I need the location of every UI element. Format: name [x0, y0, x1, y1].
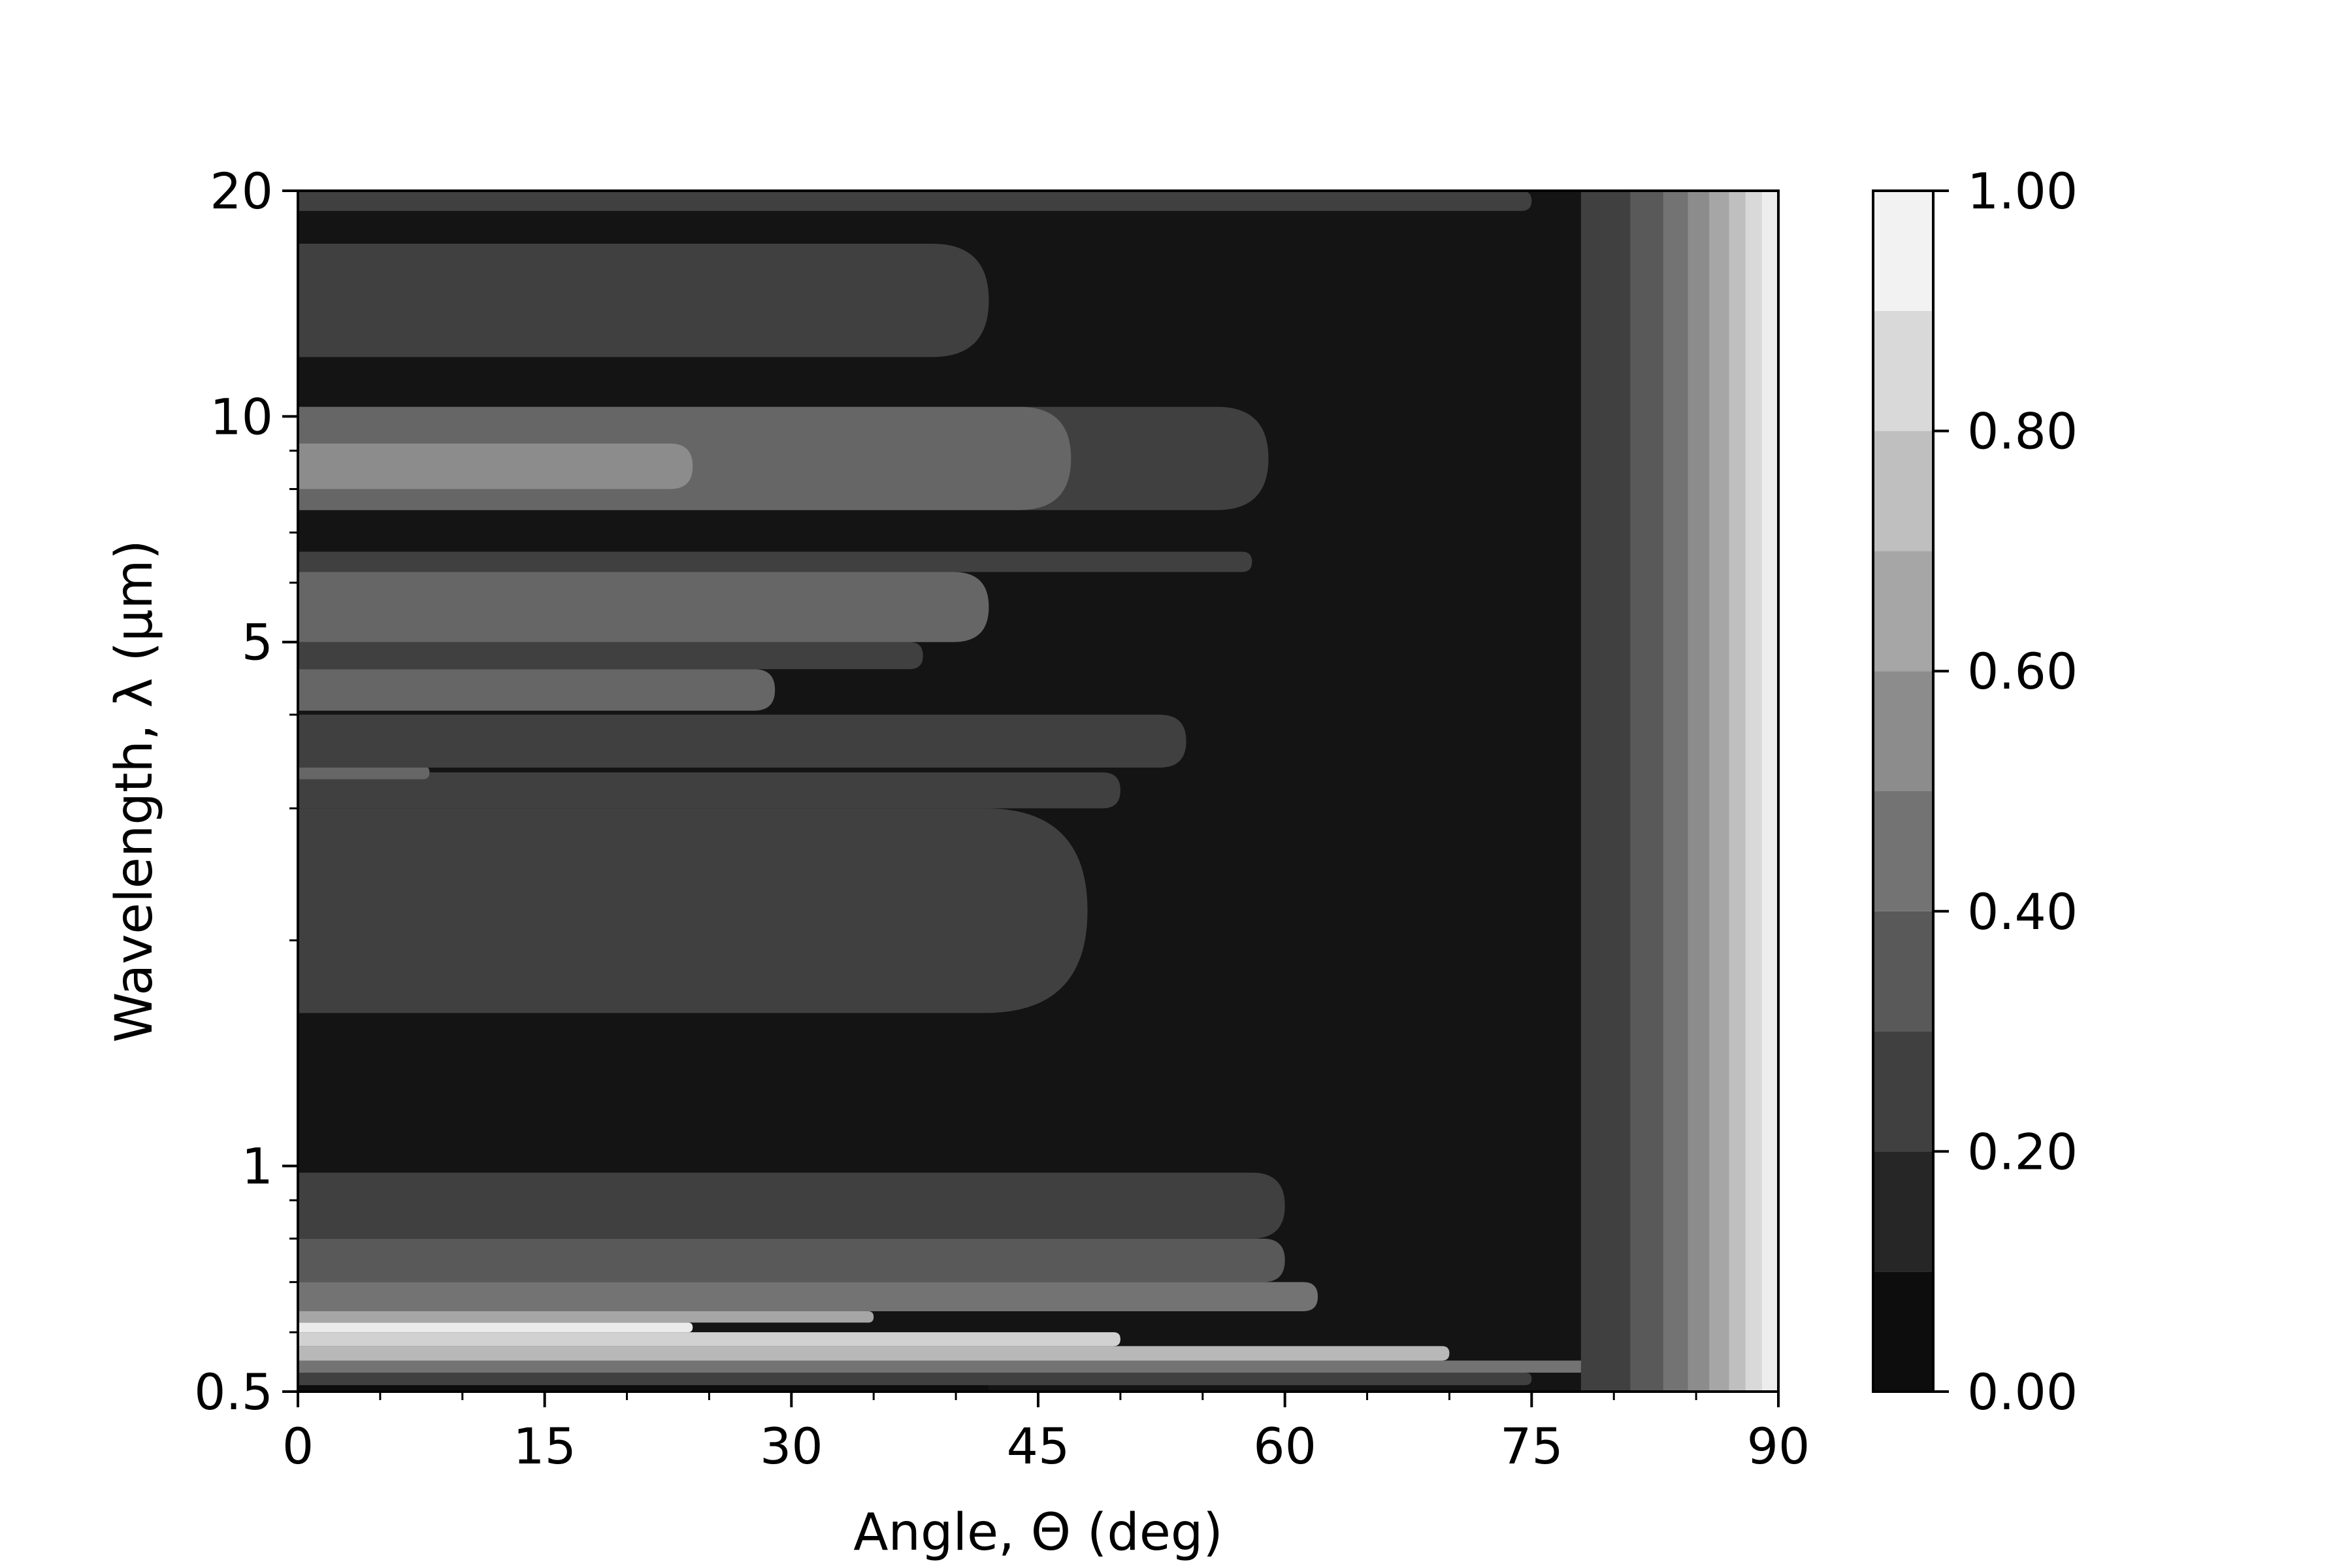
- colorbar-level: [1873, 191, 1933, 311]
- contour-band-25: [298, 210, 1778, 244]
- colorbar: 0.00 0.20 0.40 0.60 0.80 1.00: [1872, 162, 2078, 1421]
- contour-band-15: [298, 669, 776, 711]
- colorbar-level: [1873, 1151, 1933, 1272]
- x-tick-label: 60: [1253, 1417, 1316, 1475]
- y-axis-ticks: 0.5 1 5 10 20: [194, 162, 298, 1421]
- colorbar-tick-label: 0.80: [1967, 402, 2078, 461]
- y-tick-label: 10: [210, 387, 273, 446]
- colorbar-level: [1873, 431, 1933, 551]
- x-tick-label: 75: [1500, 1417, 1563, 1475]
- colorbar-level: [1873, 911, 1933, 1032]
- contour-band-7: [298, 1282, 1318, 1311]
- x-tick-label: 15: [513, 1417, 576, 1475]
- colorbar-tick-label: 0.40: [1967, 883, 2078, 941]
- contour-band-14: [298, 714, 1186, 768]
- colorbar-level: [1873, 671, 1933, 791]
- edge-gradient: [1580, 191, 1778, 1392]
- contour-band-19: [298, 510, 1778, 552]
- colorbar-levels: [1873, 191, 1933, 1392]
- contour-band-4: [298, 1332, 1120, 1347]
- contour-band-16: [298, 642, 923, 670]
- contour-band-23: [298, 357, 1778, 407]
- colorbar-ticks: 0.00 0.20 0.40 0.60 0.80 1.00: [1933, 162, 2078, 1421]
- contour-band-22: [298, 443, 693, 489]
- contour-band-26: [298, 191, 1532, 211]
- x-tick-label: 90: [1747, 1417, 1810, 1475]
- x-tick-label: 30: [760, 1417, 823, 1475]
- contour-band-24: [298, 243, 989, 357]
- x-axis-label: Angle, Θ (deg): [853, 1503, 1223, 1562]
- y-tick-label: 0.5: [194, 1363, 273, 1421]
- colorbar-tick-label: 0.20: [1967, 1122, 2078, 1181]
- x-tick-label: 0: [282, 1417, 314, 1475]
- edge-level-7: [1761, 191, 1778, 1392]
- colorbar-tick-label: 0.00: [1967, 1363, 2078, 1421]
- contour-band-2: [298, 1360, 1614, 1373]
- colorbar-level: [1873, 551, 1933, 672]
- contour-band-0: [298, 1385, 989, 1392]
- y-tick-label: 20: [210, 162, 273, 220]
- colorbar-level: [1873, 1031, 1933, 1152]
- contour-band-17: [298, 572, 989, 642]
- contour-band-9: [298, 1172, 1285, 1239]
- plot-area: [298, 191, 1778, 1392]
- x-axis-ticks: 0 15 30 45 60 75 90: [282, 1392, 1810, 1475]
- contour-band-12: [298, 772, 1120, 809]
- contour-band-6: [298, 1311, 874, 1323]
- y-tick-label: 5: [242, 613, 273, 672]
- contour-band-5: [298, 1322, 693, 1333]
- colorbar-frame: [1872, 189, 1935, 1393]
- contour-band-1: [298, 1372, 1532, 1386]
- colorbar-level: [1873, 791, 1933, 911]
- x-tick-label: 45: [1007, 1417, 1070, 1475]
- contour-band-11: [298, 808, 1088, 1013]
- contour-band-8: [298, 1238, 1285, 1282]
- y-axis-label: Wavelength, λ (μm): [105, 540, 164, 1043]
- contour-band-3: [298, 1346, 1450, 1361]
- colorbar-level: [1873, 1271, 1933, 1392]
- contour-bands: [298, 191, 1778, 1392]
- colorbar-tick-label: 0.60: [1967, 642, 2078, 700]
- colorbar-tick-label: 1.00: [1967, 162, 2078, 220]
- colorbar-level: [1873, 310, 1933, 431]
- contour-band-10: [298, 1013, 1778, 1173]
- y-tick-label: 1: [242, 1137, 273, 1196]
- contour-band-13: [298, 765, 430, 779]
- contour-band-18: [298, 551, 1252, 572]
